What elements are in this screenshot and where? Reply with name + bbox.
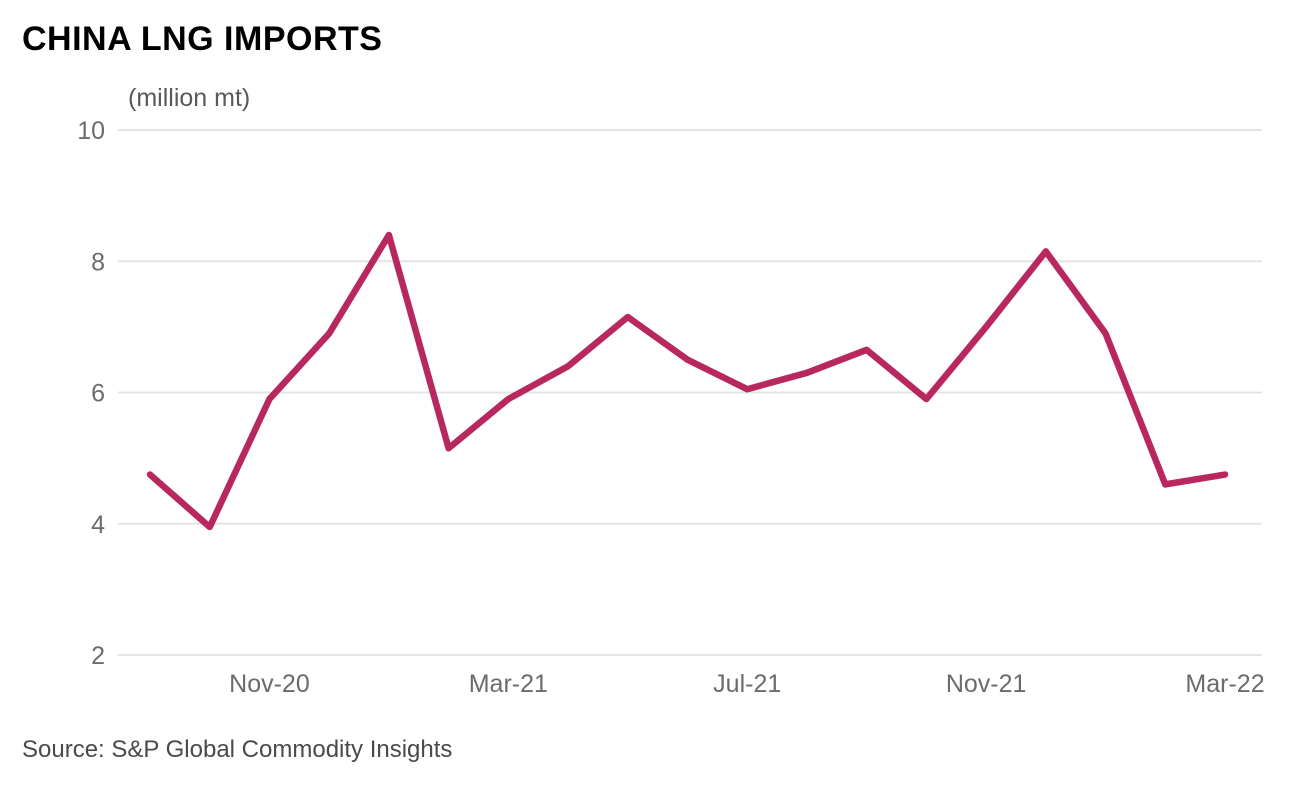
x-axis-tick-label: Nov-21 xyxy=(946,670,1027,698)
line-chart: 2 4 6 8 10 Nov-20 Mar-21 Jul-21 Nov-21 Mar-22 xyxy=(77,117,1264,698)
x-axis-tick-label: Mar-21 xyxy=(469,670,548,698)
y-axis-tick-label: 6 xyxy=(91,380,105,408)
y-axis-tick-label: 8 xyxy=(91,248,105,276)
chart-unit-label: (million mt) xyxy=(128,84,251,112)
y-axis-tick-label: 10 xyxy=(77,117,105,145)
chart-title: CHINA LNG IMPORTS xyxy=(22,20,383,58)
y-axis-tick-label: 2 xyxy=(91,642,105,670)
x-axis-tick-label: Jul-21 xyxy=(713,670,781,698)
x-axis-tick-label: Nov-20 xyxy=(229,670,310,698)
chart-source: Source: S&P Global Commodity Insights xyxy=(22,736,453,763)
y-axis-tick-label: 4 xyxy=(91,511,105,539)
x-axis-tick-label: Mar-22 xyxy=(1185,670,1264,698)
data-line-china-lng-imports xyxy=(146,231,1229,531)
